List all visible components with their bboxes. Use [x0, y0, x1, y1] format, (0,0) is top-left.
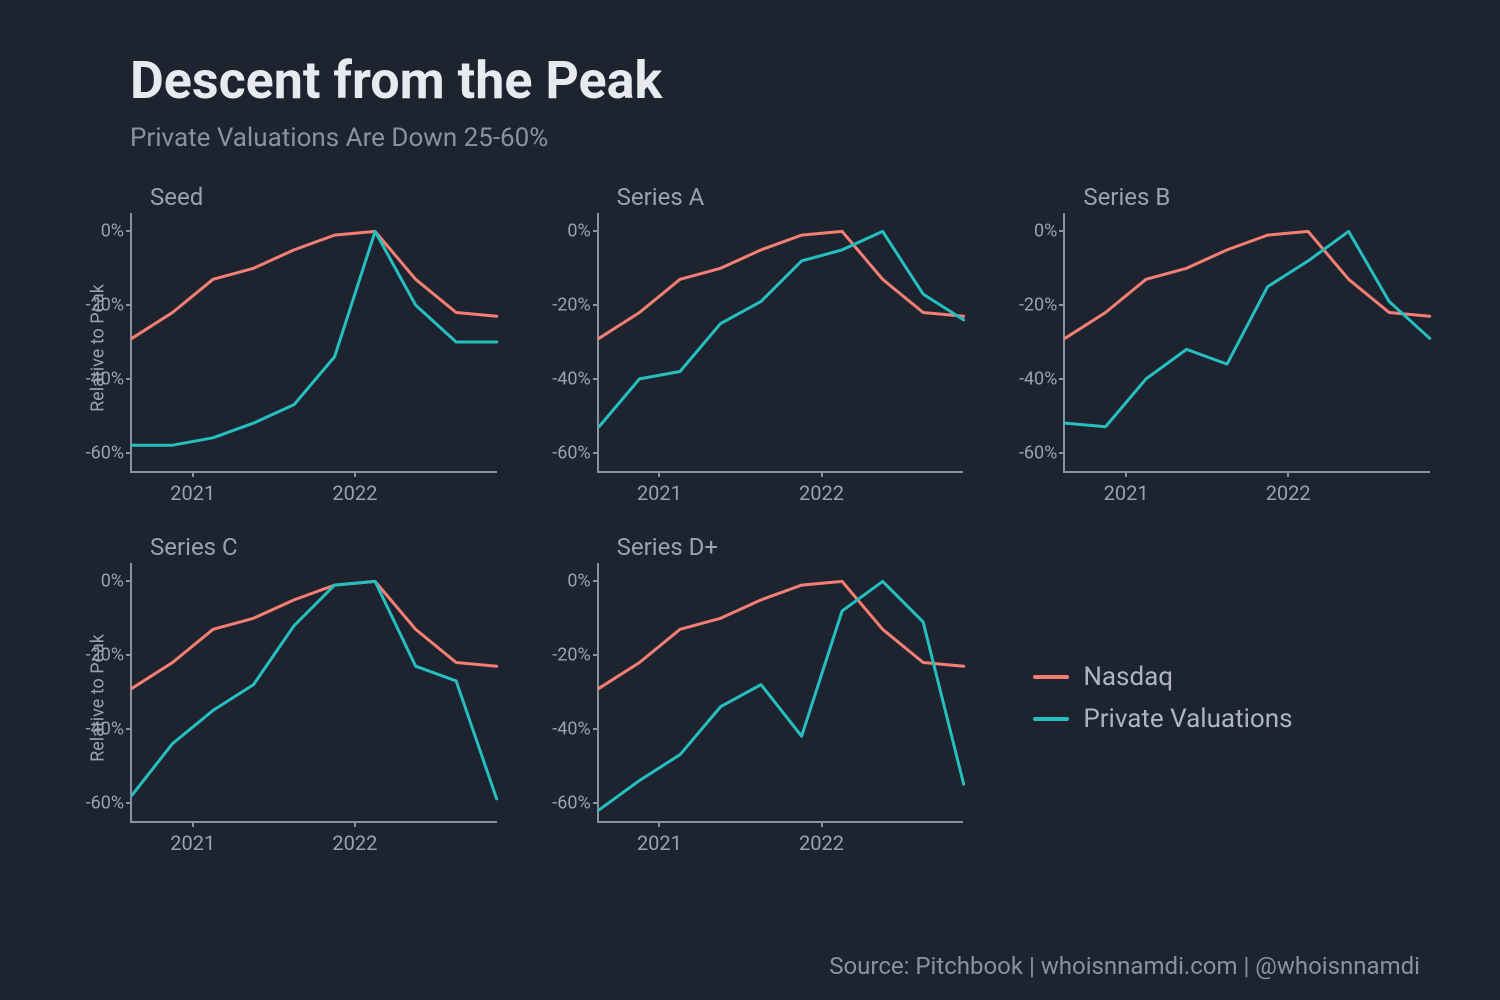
- plot-svg: [599, 213, 964, 471]
- line-private: [132, 231, 497, 445]
- x-tick-mark: [658, 471, 660, 477]
- plot-svg: [132, 563, 497, 821]
- legend-label: Private Valuations: [1083, 704, 1292, 734]
- legend-item: Private Valuations: [1033, 704, 1440, 734]
- legend-item: Nasdaq: [1033, 662, 1440, 692]
- x-tick-mark: [354, 471, 356, 477]
- x-tick-mark: [658, 821, 660, 827]
- panel-title: Series D+: [617, 533, 718, 561]
- panel-title: Seed: [150, 183, 203, 211]
- x-tick-mark: [354, 821, 356, 827]
- line-nasdaq: [599, 231, 964, 338]
- plot-svg: [132, 213, 497, 471]
- plot-area: 0%-20%-40%-60%20212022: [130, 213, 497, 473]
- line-nasdaq: [599, 581, 964, 688]
- x-tick-mark: [821, 821, 823, 827]
- legend: Nasdaq Private Valuations: [993, 533, 1440, 863]
- panel-grid: SeedRelative to Peak0%-20%-40%-60%202120…: [60, 183, 1440, 863]
- plot-area: 0%-20%-40%-60%20212022: [597, 563, 964, 823]
- line-private: [599, 581, 964, 810]
- chart-title: Descent from the Peak: [130, 50, 1440, 111]
- x-tick-mark: [1287, 471, 1289, 477]
- panel-title: Series A: [617, 183, 705, 211]
- source-credit: Source: Pitchbook | whoisnnamdi.com | @w…: [829, 952, 1420, 980]
- panel-title: Series B: [1083, 183, 1170, 211]
- plot-svg: [1065, 213, 1430, 471]
- legend-swatch: [1033, 675, 1069, 679]
- panel-series-b: Series B0%-20%-40%-60%20212022: [993, 183, 1440, 513]
- legend-label: Nasdaq: [1083, 662, 1173, 692]
- x-tick-mark: [1125, 471, 1127, 477]
- panel-series-a: Series A0%-20%-40%-60%20212022: [527, 183, 974, 513]
- plot-area: 0%-20%-40%-60%20212022: [1063, 213, 1430, 473]
- x-tick-mark: [821, 471, 823, 477]
- line-nasdaq: [132, 581, 497, 688]
- line-private: [599, 231, 964, 426]
- plot-area: 0%-20%-40%-60%20212022: [597, 213, 964, 473]
- panel-title: Series C: [150, 533, 238, 561]
- panel-series-c: Series CRelative to Peak0%-20%-40%-60%20…: [60, 533, 507, 863]
- panel-series-d: Series D+0%-20%-40%-60%20212022: [527, 533, 974, 863]
- chart-subtitle: Private Valuations Are Down 25-60%: [130, 123, 1440, 153]
- line-private: [132, 581, 497, 798]
- legend-swatch: [1033, 717, 1069, 721]
- line-nasdaq: [132, 231, 497, 338]
- plot-svg: [599, 563, 964, 821]
- x-tick-mark: [192, 821, 194, 827]
- line-private: [1065, 231, 1430, 426]
- x-tick-mark: [192, 471, 194, 477]
- panel-seed: SeedRelative to Peak0%-20%-40%-60%202120…: [60, 183, 507, 513]
- plot-area: 0%-20%-40%-60%20212022: [130, 563, 497, 823]
